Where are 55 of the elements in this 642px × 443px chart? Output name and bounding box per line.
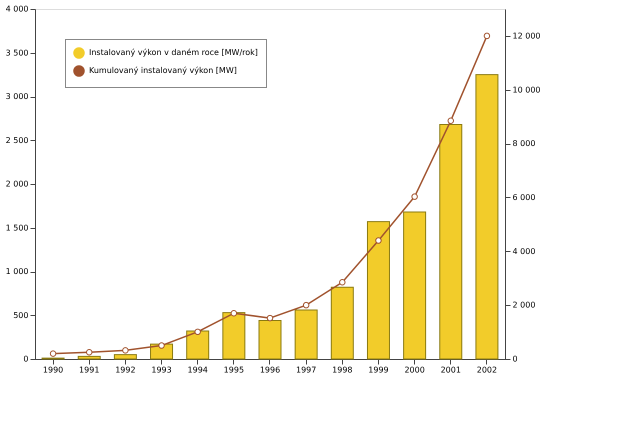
y2-tick-label: 12 000 xyxy=(512,31,540,40)
y2-tick-label: 2 000 xyxy=(512,300,536,310)
y2-tick-label: 4 000 xyxy=(512,246,536,256)
bar xyxy=(186,330,210,360)
x-tick-label: 1995 xyxy=(224,366,244,374)
x-tick-label: 1994 xyxy=(188,366,208,374)
y-tick-label: 2 500 xyxy=(6,136,28,145)
legend-label: Kumulovaný instalovaný výkon [MW] xyxy=(89,66,237,75)
bar xyxy=(258,320,282,360)
x-tick-label: 1993 xyxy=(151,366,172,374)
point xyxy=(266,314,274,322)
x-tick-label: 1999 xyxy=(368,366,389,374)
point xyxy=(230,310,238,316)
point xyxy=(448,117,454,124)
x-tick-label: 1991 xyxy=(79,366,100,374)
point xyxy=(50,350,56,357)
y-tick-label: 2 000 xyxy=(6,180,28,188)
point xyxy=(302,302,310,308)
y-tick-label: 0 xyxy=(23,354,28,364)
y2-tick-label: 6 000 xyxy=(512,192,536,202)
y-tick-label: 3 500 xyxy=(6,48,28,58)
point xyxy=(375,237,382,244)
x-tick-label: 2001 xyxy=(440,366,461,374)
x-tick-label: 1996 xyxy=(260,366,280,374)
bar xyxy=(403,212,426,360)
y-tick-label: 3 000 xyxy=(6,92,28,101)
y2-tick-label: 8 000 xyxy=(512,139,536,148)
y2-tick-label: 0 xyxy=(512,354,518,364)
bar xyxy=(114,354,137,360)
x-tick-label: 2000 xyxy=(404,366,425,374)
y-tick-label: 500 xyxy=(13,310,28,320)
y-tick-label: 4 000 xyxy=(6,4,28,14)
y-tick-label: 1 500 xyxy=(6,223,28,232)
y-tick-label: 1 000 xyxy=(6,267,28,276)
point xyxy=(122,347,129,354)
point xyxy=(411,193,418,200)
point xyxy=(86,349,92,356)
point xyxy=(194,328,201,336)
point xyxy=(339,279,346,286)
y2-tick-label: 10 000 xyxy=(512,85,540,94)
bar xyxy=(294,310,318,360)
point xyxy=(158,342,165,349)
bar xyxy=(78,356,101,360)
x-tick-label: 1990 xyxy=(42,366,64,374)
x-tick-label: 1998 xyxy=(332,366,352,374)
bar xyxy=(330,286,354,360)
legend-label: Instalovaný výkon v daném roce [MW/rok] xyxy=(89,48,258,57)
bar xyxy=(366,221,390,360)
bar xyxy=(222,312,246,360)
x-tick-label: 2002 xyxy=(476,366,498,374)
x-tick-label: 1992 xyxy=(115,366,136,374)
bar xyxy=(475,74,498,360)
bar xyxy=(439,124,462,360)
point xyxy=(484,32,490,40)
x-tick-label: 1997 xyxy=(296,366,316,374)
